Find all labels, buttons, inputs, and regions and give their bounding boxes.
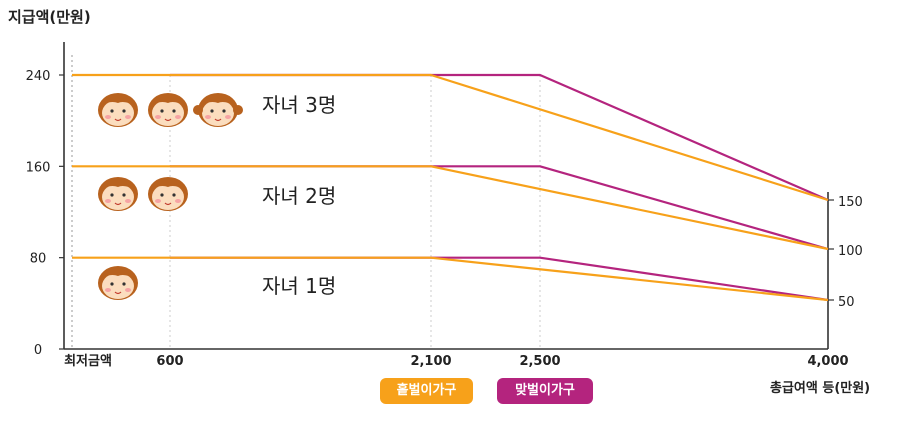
series-line-single bbox=[72, 73, 829, 202]
child-face-icon bbox=[148, 177, 188, 211]
group-label: 자녀 3명 bbox=[262, 93, 336, 117]
right-tick-label: 50 bbox=[838, 295, 855, 310]
series-lines bbox=[72, 73, 829, 302]
series-line-single bbox=[72, 165, 829, 251]
y-tick-label: 0 bbox=[34, 343, 42, 358]
y-tick-label: 80 bbox=[30, 252, 47, 267]
children-faces bbox=[98, 93, 243, 300]
x-tick-label: 2,100 bbox=[410, 354, 451, 369]
x-tick-label: 2,500 bbox=[519, 354, 560, 369]
right-tick-label: 150 bbox=[838, 195, 863, 210]
child-face-icon bbox=[98, 177, 138, 211]
right-tick-label: 100 bbox=[838, 244, 863, 259]
axes: 0 80 160 240 50 100 150 최저금액 600 2,100 2,500 4,000 bbox=[26, 42, 863, 369]
x-tick-label: 최저금액 bbox=[64, 354, 112, 369]
x-axis-label: 총급여액 등(만원) bbox=[770, 380, 870, 396]
y-tick-label: 240 bbox=[26, 69, 51, 84]
legend-single: 홑벌이가구 bbox=[380, 378, 473, 404]
x-tick-label: 600 bbox=[156, 354, 183, 369]
legend-dual: 맞벌이가구 bbox=[497, 378, 593, 404]
child-face-icon bbox=[193, 93, 243, 127]
group-label: 자녀 2명 bbox=[262, 184, 336, 208]
x-tick-label: 4,000 bbox=[807, 354, 848, 369]
chart-title: 지급액(만원) bbox=[8, 8, 91, 26]
child-face-icon bbox=[98, 266, 138, 300]
child-face-icon bbox=[148, 93, 188, 127]
series-line-single bbox=[72, 256, 829, 302]
child-face-icon bbox=[98, 93, 138, 127]
group-label: 자녀 1명 bbox=[262, 274, 336, 298]
y-tick-label: 160 bbox=[26, 160, 51, 175]
